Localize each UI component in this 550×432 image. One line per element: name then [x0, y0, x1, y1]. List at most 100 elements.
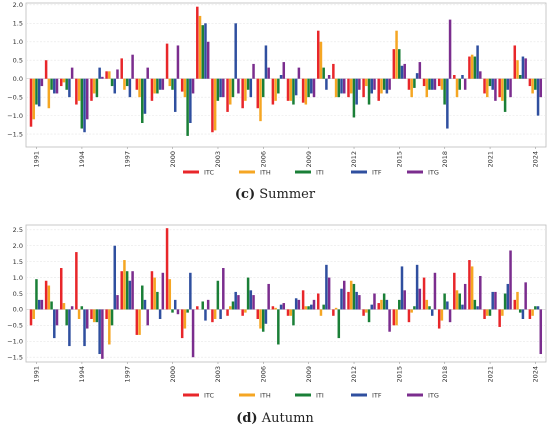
bar-iti-1992 — [50, 301, 53, 310]
x-tick-label: 2012 — [350, 366, 358, 383]
bar-iti-2022 — [503, 78, 507, 112]
bar-itf-2022 — [506, 283, 510, 310]
bar-itc-2023 — [513, 45, 517, 79]
bar-itg-2023 — [524, 58, 527, 79]
bar-ith-1997 — [123, 260, 126, 310]
bar-itg-2009 — [312, 78, 316, 98]
bar-itc-1993 — [59, 78, 63, 87]
bar-iti-2022 — [503, 293, 507, 310]
bar-itg-2024 — [539, 309, 543, 355]
bar-itg-1991 — [40, 299, 44, 310]
y-tick-label: 0.0 — [13, 75, 23, 83]
bar-iti-2020 — [473, 56, 477, 79]
bar-iti-1997 — [125, 271, 129, 310]
bar-itg-2015 — [403, 290, 406, 310]
bar-itc-2000 — [165, 228, 169, 310]
bar-itf-2018 — [446, 301, 449, 310]
bar-itg-2001 — [191, 309, 195, 358]
x-tick-label: 2000 — [169, 151, 177, 168]
bar-iti-2002 — [201, 25, 204, 79]
legend-label-itc: ITC — [204, 168, 215, 176]
bar-itg-2020 — [479, 275, 482, 310]
bar-itf-1993 — [68, 78, 71, 98]
bar-itc-2001 — [180, 78, 184, 92]
bar-iti-2012 — [352, 78, 356, 118]
bar-ith-2004 — [229, 78, 232, 105]
bar-itg-2000 — [176, 45, 180, 79]
bar-ith-2017 — [425, 299, 429, 310]
bar-itg-2001 — [191, 78, 195, 94]
bar-itc-1998 — [135, 309, 139, 335]
bar-iti-2015 — [398, 299, 401, 310]
bar-itg-1999 — [161, 272, 165, 310]
bar-ith-2001 — [183, 78, 187, 98]
bar-ith-2003 — [213, 309, 217, 319]
bar-itg-1993 — [70, 67, 74, 79]
bar-ith-1994 — [77, 309, 81, 319]
x-tick-label: 1991 — [33, 151, 41, 168]
bar-ith-2010 — [319, 41, 323, 79]
caption-season: Autumn — [258, 411, 315, 426]
bar-itc-2023 — [513, 299, 517, 310]
bar-itg-1992 — [55, 309, 59, 326]
x-tick-label: 2009 — [305, 366, 313, 383]
bar-itc-2013 — [362, 78, 365, 98]
bar-ith-1999 — [153, 78, 156, 94]
bar-itc-1993 — [59, 268, 63, 310]
bar-itf-1991 — [37, 299, 41, 310]
bar-itg-2012 — [358, 78, 361, 90]
y-tick-label: 1.5 — [13, 20, 23, 28]
bar-ith-2005 — [244, 309, 247, 313]
y-tick-label: 0.5 — [13, 290, 23, 298]
bar-iti-2020 — [473, 299, 477, 310]
bar-itc-2003 — [211, 78, 214, 133]
bar-ith-2018 — [440, 78, 444, 90]
bar-itc-2019 — [453, 75, 456, 79]
bar-iti-2024 — [534, 306, 537, 310]
bar-itg-2003 — [222, 78, 225, 98]
x-tick-label: 1997 — [123, 151, 131, 168]
bar-itc-2009 — [301, 78, 305, 103]
bar-itf-2001 — [189, 272, 192, 310]
bar-ith-2006 — [259, 78, 262, 122]
bar-iti-2007 — [277, 309, 280, 345]
bar-itc-1992 — [44, 280, 48, 310]
x-tick-label: 2024 — [532, 151, 540, 168]
bar-itg-2018 — [448, 19, 452, 79]
x-tick-label: 2018 — [441, 151, 449, 168]
bar-ith-2016 — [410, 309, 413, 313]
x-tick-label: 2018 — [441, 366, 449, 383]
bar-ith-2019 — [455, 290, 459, 310]
bar-ith-2016 — [410, 78, 413, 98]
bar-itg-2024 — [539, 78, 543, 98]
bar-itf-2023 — [521, 309, 525, 319]
bar-itf-1997 — [128, 280, 132, 310]
bar-iti-2007 — [277, 78, 280, 94]
bar-itc-2017 — [422, 277, 426, 310]
bar-itf-1998 — [143, 78, 147, 114]
bar-itf-2018 — [446, 78, 449, 129]
bar-iti-1991 — [35, 78, 38, 105]
bar-itc-2019 — [453, 272, 456, 310]
bar-itc-2010 — [316, 293, 320, 310]
bar-iti-2010 — [322, 67, 325, 79]
bar-iti-2005 — [246, 78, 250, 90]
bar-itg-1991 — [40, 78, 44, 87]
bar-ith-2008 — [289, 78, 292, 101]
bar-itc-2021 — [483, 78, 486, 94]
bar-itc-1999 — [150, 271, 154, 310]
x-tick-label: 1997 — [123, 366, 131, 383]
x-tick-label: 2015 — [396, 366, 404, 383]
bar-itg-2013 — [373, 78, 376, 90]
bar-itf-2010 — [325, 78, 328, 90]
bar-itf-2022 — [506, 78, 510, 90]
bar-itc-2006 — [256, 309, 260, 319]
bar-itc-2000 — [165, 43, 169, 79]
bar-itg-2014 — [388, 309, 391, 332]
bar-itc-2005 — [241, 78, 244, 109]
bar-itf-2014 — [385, 78, 389, 94]
bar-itf-1994 — [83, 309, 86, 347]
bar-ith-1993 — [62, 78, 66, 83]
bar-itc-2012 — [347, 291, 350, 310]
